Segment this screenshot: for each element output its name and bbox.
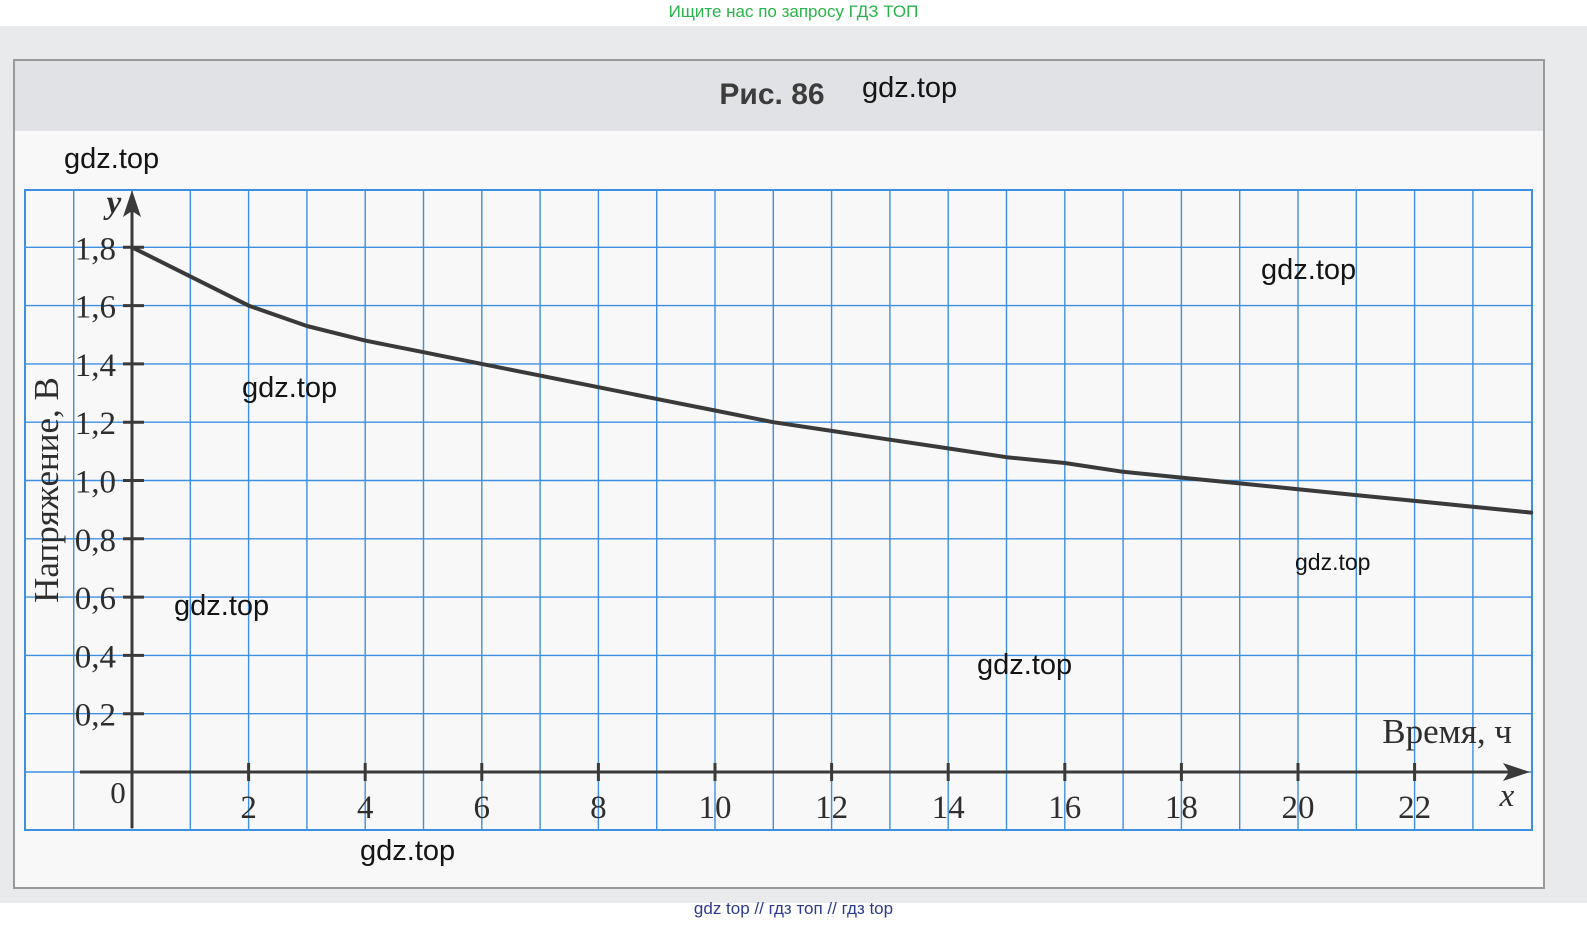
watermark: gdz.top [1295,549,1371,575]
x-tick-label: 6 [474,790,491,826]
y-tick-label: 1,6 [75,290,116,326]
y-tick-label: 1,4 [75,348,116,384]
y-tick-label: 1,8 [75,231,116,267]
x-tick-label: 2 [240,790,257,826]
y-axis-label: Напряжение, В [27,377,66,603]
y-tick-label: 1,2 [75,406,116,442]
watermark: gdz.top [174,590,270,622]
y-tick-label: 0,8 [75,523,116,559]
x-tick-label: 20 [1282,790,1315,826]
grid [24,189,1533,831]
y-tick-label: 1,0 [75,465,116,501]
watermark: gdz.top [862,72,958,104]
y-tick-label: 0,4 [75,639,116,675]
chart-title: Рис. 86 [719,78,824,111]
footer-watermark: gdz top // гдз топ // гдз top [693,899,894,918]
x-tick-label: 22 [1398,790,1431,826]
figure-header-band [15,61,1543,131]
x-tick-label: 12 [815,790,848,826]
y-axis-letter: y [103,185,122,221]
x-tick-label: 8 [590,790,607,826]
x-axis-arrow [1503,763,1530,781]
origin-label: 0 [110,775,126,810]
grid-frame [24,189,1533,831]
top-banner: Ищите нас по запросу ГДЗ ТОП [668,2,919,21]
x-axis-letter: x [1499,778,1515,814]
x-tick-label: 10 [699,790,732,826]
watermark: gdz.top [242,372,338,404]
x-tick-label: 14 [932,790,965,826]
x-tick-label: 18 [1165,790,1198,826]
watermark: gdz.top [1261,254,1357,286]
watermark: gdz.top [64,143,160,175]
series-line [130,245,1534,515]
y-axis-arrow [123,190,141,217]
y-tick-label: 0,2 [75,698,116,734]
y-tick-label: 0,6 [75,581,116,617]
series [130,245,1534,515]
figure-frame [13,59,1545,889]
watermark: gdz.top [360,835,456,867]
axes [80,190,1530,828]
x-tick-label: 16 [1048,790,1081,826]
x-axis-label: Время, ч [1382,712,1512,751]
x-tick-label: 4 [357,790,374,826]
watermark: gdz.top [977,649,1073,681]
